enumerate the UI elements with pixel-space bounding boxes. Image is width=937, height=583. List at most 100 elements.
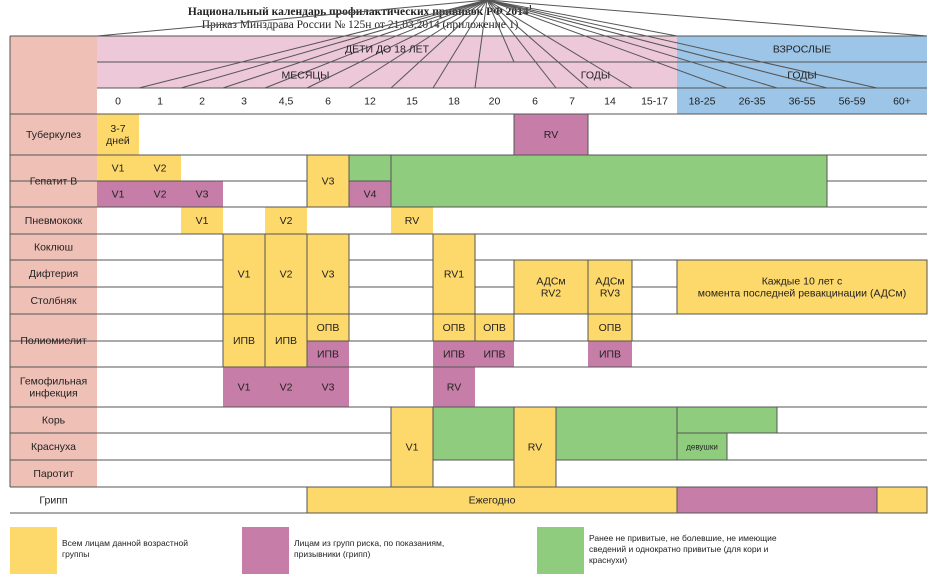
merged-cell-fill <box>677 260 927 314</box>
undefined <box>486 0 678 37</box>
flu-annual-cell-text: Ежегодно <box>469 495 516 507</box>
group-adults-header <box>677 36 927 62</box>
merged-cell-border <box>876 486 928 514</box>
polio-opv4-cell-text: ОПВ <box>599 322 622 334</box>
polio-opv2-cell-text: ОПВ <box>443 322 466 334</box>
row-label-3: Коклюш <box>34 242 73 254</box>
column-header-5: 6 <box>325 96 331 108</box>
polio-risk-ipv1-cell <box>307 341 349 367</box>
merged-cell-fill <box>391 407 433 487</box>
hib-v3-cell <box>307 367 349 407</box>
merged-cell-border <box>306 313 350 342</box>
row-label-7: Гемофильная инфекция <box>20 376 87 400</box>
header-corner <box>10 36 97 114</box>
hep-risk-v2-cell <box>139 181 181 207</box>
merged-cell-fill <box>677 487 877 513</box>
dtp-v2-cell-text: V2 <box>280 269 293 281</box>
hep-catchup-merged <box>391 155 827 207</box>
hep-v1-cell-text: V1 <box>112 163 125 175</box>
undefined <box>486 0 515 63</box>
polio-ipv1-cell-text: ИПВ <box>233 335 255 347</box>
ads-rv3-cell-text: АДСм RV3 <box>595 276 624 300</box>
polio-opv1-cell-text: ОПВ <box>317 322 340 334</box>
row-label-9: Краснуха <box>31 441 76 453</box>
undefined <box>180 0 488 89</box>
hib-rv-cell-text: RV <box>447 382 461 394</box>
column-header-6: 12 <box>364 96 376 108</box>
undefined <box>486 0 633 89</box>
hep-v2-cell <box>139 155 181 181</box>
polio-opv4-cell <box>588 314 632 341</box>
column-header-12: 14 <box>604 96 616 108</box>
column-header-1: 1 <box>157 96 163 108</box>
undefined <box>390 0 488 89</box>
dtp-rv1-cell-text: RV1 <box>444 269 464 281</box>
rubella-girls-cell <box>677 433 727 460</box>
merged-cell-fill <box>265 234 307 314</box>
group-children-label: ДЕТИ ДО 18 ЛЕТ <box>345 44 430 56</box>
polio-opv3-cell-text: ОПВ <box>483 322 506 334</box>
polio-opv3-cell <box>475 314 514 341</box>
page-subtitle: Приказ Минздрава России № 125н от 21.03.… <box>201 19 519 31</box>
subgroup-adult-years-header <box>677 62 927 88</box>
tb-v-cell-text: 3-7 дней <box>106 123 130 147</box>
merged-cell-border <box>587 313 633 342</box>
merged-cell-border <box>474 313 515 342</box>
merged-cell-fill <box>223 234 265 314</box>
row-label-8: Корь <box>42 415 66 427</box>
legend-text-yellow: Всем лицам данной возрастной группы <box>62 538 188 559</box>
hep-v3-cell-text: V3 <box>322 176 335 188</box>
flu-60plus-cell <box>877 487 927 513</box>
merged-cell-fill <box>307 234 349 314</box>
hep-v1-cell <box>97 155 139 181</box>
merged-cell-border <box>513 113 589 156</box>
merged-cell-fill <box>514 407 556 487</box>
rubella-girls-cell-text: девушки <box>686 442 718 451</box>
merged-cell-fill <box>556 407 677 460</box>
polio-risk-ipv3-cell-text: ИПВ <box>483 349 505 361</box>
hib-v1-cell <box>223 367 265 407</box>
undefined <box>432 0 488 89</box>
merged-cell-fill <box>433 234 475 314</box>
undefined <box>96 0 488 37</box>
merged-cell-fill <box>307 487 677 513</box>
undefined <box>486 0 878 89</box>
hep-v2-cell-text: V2 <box>154 163 167 175</box>
polio-risk-ipv2-cell-text: ИПВ <box>443 349 465 361</box>
row-labels-column <box>10 114 97 487</box>
merged-cell-fill <box>433 407 514 460</box>
ads-rv2-cell-text: АДСм RV2 <box>536 276 565 300</box>
merged-cell-border <box>676 259 928 315</box>
group-adults-label: ВЗРОСЛЫЕ <box>773 44 831 56</box>
pn-v1-cell <box>181 207 223 234</box>
hep-risk-v2-cell-text: V2 <box>154 189 167 201</box>
hep-risk-v4-cell <box>349 181 391 207</box>
hep-risk-v1-cell-text: V1 <box>112 189 125 201</box>
legend-text-green: Ранее не привитые, не болевшие, не имеющ… <box>589 533 777 565</box>
column-header-4: 4,5 <box>279 96 294 108</box>
subgroup-years-label: ГОДЫ <box>581 70 610 82</box>
merged-cell-fill <box>514 260 588 314</box>
row-label-5: Столбняк <box>30 295 77 307</box>
merged-cell-fill <box>677 407 777 433</box>
undefined <box>348 0 488 89</box>
column-header-16: 36-55 <box>789 96 816 108</box>
mmr-v1-cell-text: V1 <box>406 442 419 454</box>
subgroup-adult-years-label: ГОДЫ <box>787 70 816 82</box>
hib-v2-cell-text: V2 <box>280 382 293 394</box>
polio-opv2-cell <box>433 314 475 341</box>
row-label-10: Паротит <box>33 468 74 480</box>
polio-risk-ipv4-cell-text: ИПВ <box>599 349 621 361</box>
pn-rv-cell-text: RV <box>405 215 419 227</box>
polio-risk-ipv3-cell <box>475 341 514 367</box>
pn-v2-cell <box>265 207 307 234</box>
column-header-7: 15 <box>406 96 418 108</box>
hep-catchup-merged-head <box>349 155 391 181</box>
undefined <box>306 0 488 89</box>
merged-cell-border <box>348 180 392 208</box>
hib-rv-cell <box>433 367 475 407</box>
row-label-11: Грипп <box>39 495 67 507</box>
column-header-14: 18-25 <box>689 96 716 108</box>
merged-cell-fill <box>223 314 265 367</box>
merged-cell-fill <box>265 314 307 367</box>
